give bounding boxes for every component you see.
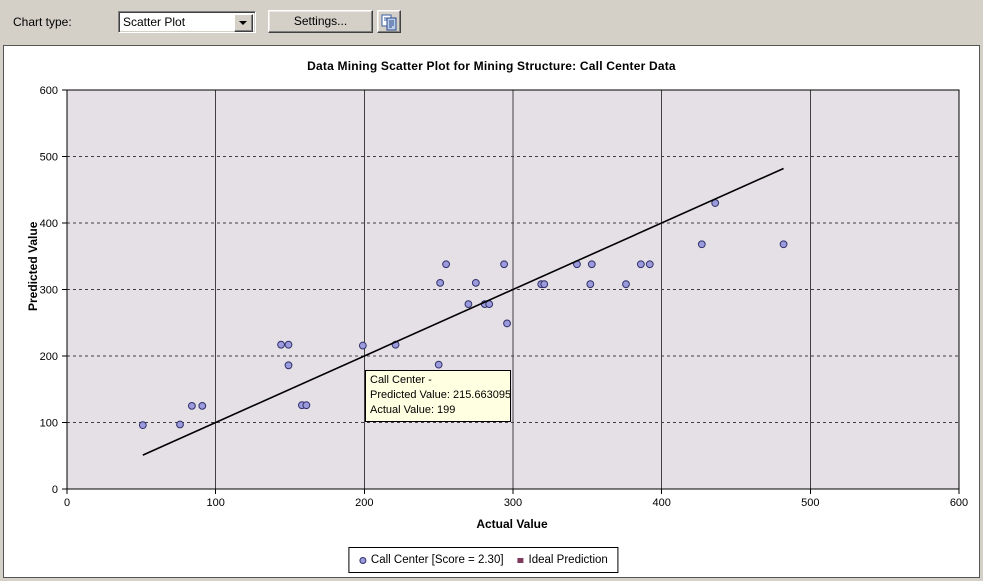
scatter-marker-icon bbox=[358, 556, 366, 564]
data-point bbox=[586, 280, 595, 289]
x-tick-label: 200 bbox=[355, 497, 373, 509]
legend-item-call-center: Call Center [Score = 2.30] bbox=[358, 554, 504, 566]
y-tick-label: 300 bbox=[40, 285, 58, 297]
tooltip-predicted-value: Predicted Value: 215.663095 bbox=[370, 389, 512, 401]
settings-button[interactable]: Settings... bbox=[268, 10, 373, 33]
data-point bbox=[464, 300, 473, 309]
x-tick-label: 0 bbox=[64, 497, 70, 509]
legend-item-ideal-prediction: Ideal Prediction bbox=[517, 554, 608, 566]
y-tick-label: 100 bbox=[40, 418, 58, 430]
data-point bbox=[358, 341, 367, 350]
data-point bbox=[284, 340, 293, 349]
chevron-down-icon bbox=[239, 21, 247, 25]
data-point-tooltip: Call Center - Predicted Value: 215.66309… bbox=[365, 370, 511, 422]
data-point bbox=[622, 280, 630, 289]
chart-legend: Call Center [Score = 2.30] Ideal Predict… bbox=[347, 547, 619, 573]
x-tick-label: 300 bbox=[504, 497, 522, 509]
data-point bbox=[471, 278, 480, 287]
data-point bbox=[187, 401, 196, 410]
y-tick-label: 400 bbox=[40, 218, 58, 230]
data-point bbox=[302, 401, 311, 410]
data-point bbox=[645, 260, 654, 269]
data-point bbox=[587, 260, 596, 269]
y-tick-label: 200 bbox=[40, 351, 58, 363]
y-tick-label: 0 bbox=[52, 484, 58, 496]
data-point bbox=[500, 260, 508, 269]
data-point bbox=[434, 360, 443, 369]
toolbar: Chart type: Scatter Plot Settings... bbox=[0, 0, 983, 45]
chart-type-label: Chart type: bbox=[13, 15, 72, 29]
data-point bbox=[198, 401, 207, 410]
data-point bbox=[138, 421, 147, 430]
x-tick-label: 500 bbox=[801, 497, 819, 509]
data-point bbox=[697, 240, 706, 249]
x-tick-label: 600 bbox=[950, 497, 968, 509]
data-point bbox=[442, 260, 451, 269]
scatter-plot-canvas[interactable]: 0 100 200 300 400 500 600 0 100 200 300 400 500 600 bbox=[4, 46, 979, 576]
x-tick-label: 400 bbox=[652, 497, 670, 509]
line-marker-icon bbox=[517, 557, 524, 563]
x-axis-title: Actual Value bbox=[476, 517, 548, 531]
tooltip-actual-value: Actual Value: 199 bbox=[370, 404, 456, 416]
data-point bbox=[176, 420, 184, 429]
ideal-prediction-line bbox=[142, 167, 784, 456]
data-point bbox=[503, 319, 511, 328]
copy-button[interactable] bbox=[377, 10, 401, 33]
y-tick-label: 600 bbox=[40, 85, 58, 97]
legend-label-call-center: Call Center [Score = 2.30] bbox=[370, 554, 504, 566]
y-tick-label: 500 bbox=[40, 152, 58, 164]
data-point bbox=[277, 340, 285, 349]
data-point bbox=[436, 278, 445, 287]
x-tick-label: 100 bbox=[206, 497, 224, 509]
chart-type-selected-value: Scatter Plot bbox=[123, 15, 186, 29]
data-point bbox=[779, 240, 788, 249]
data-point bbox=[284, 361, 293, 370]
data-point bbox=[636, 260, 645, 269]
chart-panel: Data Mining Scatter Plot for Mining Stru… bbox=[3, 45, 980, 578]
tooltip-series-name: Call Center - bbox=[370, 374, 432, 386]
chart-title: Data Mining Scatter Plot for Mining Stru… bbox=[307, 59, 676, 73]
legend-label-ideal-prediction: Ideal Prediction bbox=[528, 554, 608, 566]
chart-type-dropdown-button[interactable] bbox=[234, 14, 253, 32]
chart-type-select[interactable]: Scatter Plot bbox=[118, 11, 256, 33]
data-point bbox=[540, 280, 549, 289]
